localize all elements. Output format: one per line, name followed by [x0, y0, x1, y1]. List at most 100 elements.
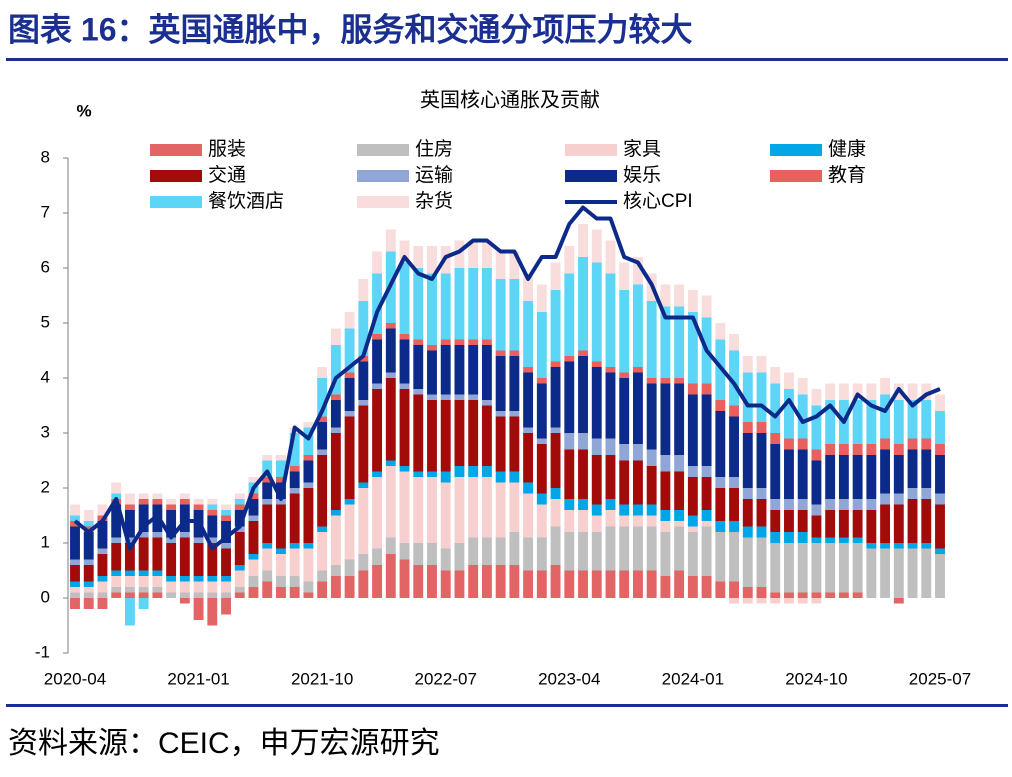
bar-segment: [742, 526, 753, 538]
bar-segment: [619, 460, 630, 505]
bar-segment: [660, 306, 671, 378]
bar-segment: [674, 383, 685, 455]
bar-segment: [454, 268, 465, 340]
bar-segment: [303, 422, 314, 428]
bar-segment: [825, 499, 836, 510]
bar-segment: [921, 438, 932, 450]
bar-segment: [784, 543, 794, 593]
bar-segment: [221, 581, 231, 593]
bar-segment: [111, 592, 122, 598]
bar-segment: [179, 537, 190, 576]
bar-segment: [317, 581, 328, 598]
bar-segment: [495, 471, 506, 483]
bar-segment: [124, 510, 135, 538]
bar-segment: [399, 543, 410, 560]
bar-segment: [687, 290, 698, 312]
bar-segment: [893, 493, 904, 505]
bar-segment: [742, 598, 753, 604]
bar-segment: [344, 416, 355, 499]
x-tick-label: 2023-04: [538, 669, 600, 688]
bar-segment: [317, 526, 328, 532]
bar-segment: [97, 581, 108, 593]
bar-segment: [935, 455, 945, 494]
bar-segment: [97, 521, 108, 549]
bar-segment: [578, 356, 588, 433]
bar-segment: [797, 532, 808, 543]
bar-segment: [166, 592, 177, 598]
bar-segment: [385, 372, 396, 378]
bar-segment: [838, 499, 849, 510]
bar-segment: [330, 510, 341, 516]
bar-segment: [784, 499, 794, 510]
bar-segment: [262, 581, 273, 598]
bar-segment: [248, 554, 259, 560]
x-tick-label: 2024-01: [662, 669, 724, 688]
bar-segment: [179, 493, 190, 499]
y-tick-label: 4: [41, 367, 50, 386]
bar-segment: [935, 548, 945, 554]
bar-segment: [83, 565, 94, 582]
bar-segment: [674, 455, 685, 472]
core-cpi-line: [73, 205, 941, 551]
bar-segment: [866, 400, 877, 444]
bar-segment: [234, 493, 245, 499]
bar-segment: [303, 455, 314, 461]
bar-segment: [729, 488, 739, 521]
legend-label: 家具: [623, 138, 661, 160]
bar-segment: [935, 444, 945, 455]
bar-segment: [303, 482, 314, 488]
bar-segment: [358, 400, 369, 406]
bar-segment: [632, 515, 643, 527]
bar-segment: [770, 532, 781, 543]
bar-segment: [111, 587, 122, 593]
bar-segment: [385, 378, 396, 461]
x-tick-label: 2022-07: [415, 669, 477, 688]
bar-segment: [138, 576, 149, 587]
bar-segment: [660, 521, 671, 532]
bar-segment: [564, 532, 575, 571]
bar-segment: [591, 367, 602, 439]
title-rule: [6, 58, 1008, 61]
bar-segment: [193, 598, 204, 620]
bar-segment: [124, 592, 135, 598]
bar-segment: [495, 482, 506, 538]
x-tick-label: 2021-10: [291, 669, 353, 688]
bar-segment: [729, 334, 739, 351]
bar-segment: [866, 455, 877, 499]
bar-segment: [276, 455, 286, 461]
bar-segment: [193, 537, 204, 543]
bar-segment: [825, 592, 836, 598]
legend-label: 核心CPI: [623, 190, 693, 212]
bar-segment: [756, 587, 767, 598]
bar-segment: [413, 268, 424, 340]
bar-segment: [852, 499, 863, 510]
bar-segment: [152, 570, 163, 576]
bar-segment: [221, 510, 231, 516]
bar-segment: [523, 273, 534, 301]
bar-segment: [399, 240, 410, 263]
bar-segment: [289, 543, 300, 549]
bar-segment: [358, 554, 369, 571]
bar-segment: [481, 240, 492, 268]
bar-segment: [427, 477, 437, 543]
bar-segment: [372, 565, 383, 598]
bar-segment: [179, 499, 190, 505]
bar-segment: [605, 570, 616, 598]
bar-segment: [797, 449, 808, 499]
bar-segment: [715, 521, 726, 532]
bar-segment: [838, 537, 849, 543]
bar-segment: [893, 548, 904, 598]
bar-segment: [303, 460, 314, 483]
bar-segment: [660, 576, 671, 598]
bar-segment: [921, 499, 932, 543]
bar-segment: [385, 554, 396, 598]
bar-segment: [330, 576, 341, 598]
bar-segment: [811, 460, 822, 505]
legend-swatch: [357, 196, 409, 208]
bar-segment: [111, 543, 122, 571]
bar-segment: [907, 438, 918, 450]
bar-segment: [330, 427, 341, 433]
bar-segment: [591, 455, 602, 505]
bar-segment: [83, 598, 94, 609]
bar-segment: [687, 515, 698, 527]
